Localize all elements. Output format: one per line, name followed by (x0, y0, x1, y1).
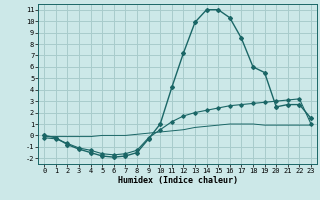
X-axis label: Humidex (Indice chaleur): Humidex (Indice chaleur) (118, 176, 238, 185)
